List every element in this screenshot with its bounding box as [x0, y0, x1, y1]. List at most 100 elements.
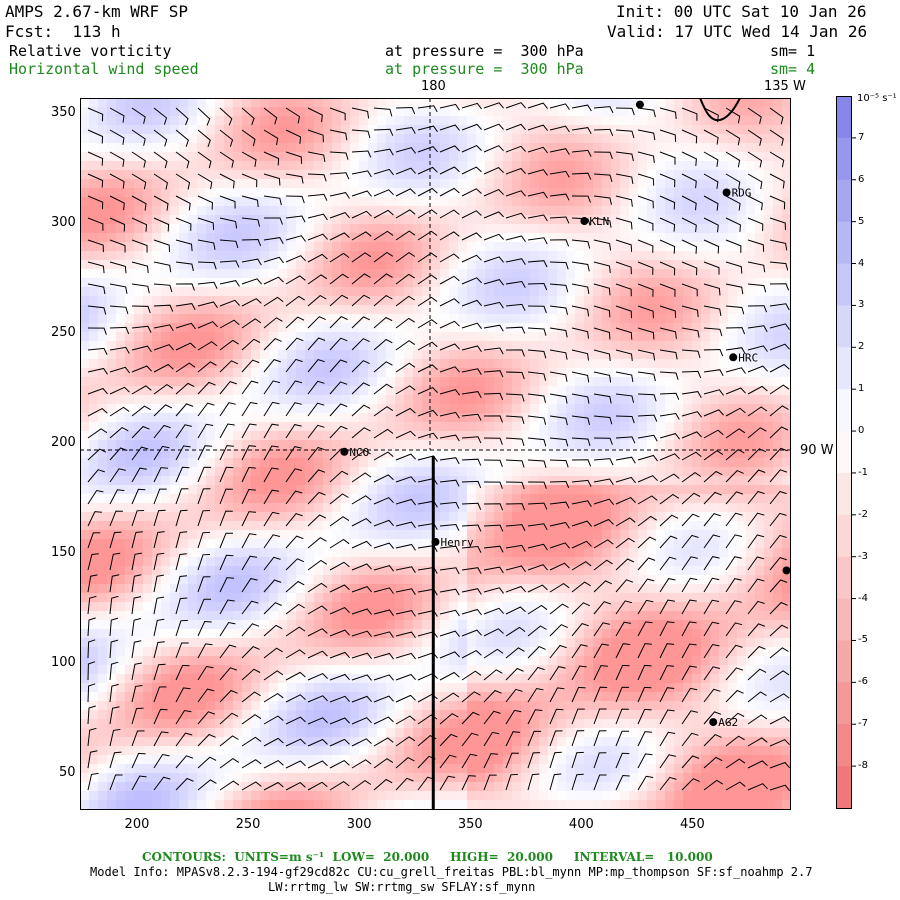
vorticity-cell	[440, 107, 450, 117]
vorticity-cell	[764, 521, 774, 531]
vorticity-cell	[80, 179, 90, 189]
vorticity-cell	[485, 170, 495, 180]
vorticity-cell	[323, 395, 333, 405]
vorticity-cell	[395, 377, 405, 387]
vorticity-cell	[269, 143, 279, 153]
vorticity-cell	[179, 458, 189, 468]
vorticity-cell	[656, 278, 666, 288]
vorticity-cell	[503, 260, 513, 270]
vorticity-cell	[656, 152, 666, 162]
vorticity-cell	[575, 584, 585, 594]
vorticity-cell	[674, 575, 684, 585]
vorticity-cell	[98, 368, 108, 378]
vorticity-cell	[719, 224, 729, 234]
vorticity-cell	[638, 332, 648, 342]
vorticity-cell	[764, 647, 774, 657]
vorticity-cell	[575, 593, 585, 603]
vorticity-cell	[422, 449, 432, 459]
vorticity-cell	[458, 314, 468, 324]
vorticity-cell	[179, 557, 189, 567]
vorticity-cell	[386, 242, 396, 252]
vorticity-cell	[629, 332, 639, 342]
vorticity-cell	[494, 170, 504, 180]
vorticity-cell	[161, 512, 171, 522]
vorticity-cell	[539, 647, 549, 657]
vorticity-cell	[683, 206, 693, 216]
vorticity-cell	[332, 350, 342, 360]
vorticity-cell	[683, 134, 693, 144]
vorticity-cell	[494, 422, 504, 432]
vorticity-cell	[746, 503, 756, 513]
vorticity-cell	[737, 476, 747, 486]
vorticity-cell	[404, 278, 414, 288]
vorticity-cell	[125, 323, 135, 333]
vorticity-cell	[413, 341, 423, 351]
vorticity-cell	[620, 215, 630, 225]
vorticity-cell	[647, 314, 657, 324]
vorticity-cell	[269, 251, 279, 261]
vorticity-cell	[287, 206, 297, 216]
vorticity-cell	[476, 557, 486, 567]
vorticity-cell	[737, 485, 747, 495]
vorticity-cell	[737, 224, 747, 234]
vorticity-cell	[674, 584, 684, 594]
vorticity-cell	[647, 233, 657, 243]
vorticity-cell	[494, 233, 504, 243]
vorticity-cell	[269, 521, 279, 531]
vorticity-cell	[476, 287, 486, 297]
vorticity-cell	[323, 584, 333, 594]
vorticity-cell	[242, 251, 252, 261]
vorticity-cell	[233, 413, 243, 423]
vorticity-cell	[620, 377, 630, 387]
vorticity-cell	[359, 647, 369, 657]
vorticity-cell	[692, 107, 702, 117]
vorticity-cell	[647, 629, 657, 639]
vorticity-cell	[323, 566, 333, 576]
vorticity-cell	[98, 647, 108, 657]
vorticity-cell	[422, 377, 432, 387]
vorticity-cell	[134, 188, 144, 198]
vorticity-cell	[539, 557, 549, 567]
vorticity-cell	[350, 134, 360, 144]
vorticity-cell	[710, 107, 720, 117]
vorticity-cell	[125, 179, 135, 189]
vorticity-cell	[215, 359, 225, 369]
vorticity-cell	[557, 629, 567, 639]
vorticity-cell	[368, 413, 378, 423]
vorticity-cell	[764, 161, 774, 171]
vorticity-cell	[161, 206, 171, 216]
vorticity-cell	[332, 116, 342, 126]
vorticity-cell	[107, 485, 117, 495]
vorticity-cell	[782, 413, 791, 423]
vorticity-cell	[278, 431, 288, 441]
vorticity-cell	[287, 476, 297, 486]
vorticity-cell	[485, 476, 495, 486]
vorticity-cell	[206, 269, 216, 279]
vorticity-cell	[296, 305, 306, 315]
vorticity-cell	[278, 530, 288, 540]
vorticity-cell	[143, 431, 153, 441]
vorticity-cell	[377, 269, 387, 279]
vorticity-cell	[566, 593, 576, 603]
vorticity-cell	[683, 512, 693, 522]
vorticity-cell	[422, 593, 432, 603]
vorticity-cell	[557, 359, 567, 369]
vorticity-cell	[188, 611, 198, 621]
vorticity-cell	[449, 404, 459, 414]
vorticity-cell	[449, 656, 459, 666]
vorticity-cell	[242, 620, 252, 630]
vorticity-cell	[665, 404, 675, 414]
vorticity-cell	[746, 485, 756, 495]
vorticity-cell	[674, 152, 684, 162]
vorticity-cell	[197, 251, 207, 261]
vorticity-cell	[530, 467, 540, 477]
vorticity-cell	[755, 503, 765, 513]
vorticity-cell	[350, 395, 360, 405]
vorticity-cell	[251, 305, 261, 315]
vorticity-cell	[593, 494, 603, 504]
vorticity-cell	[215, 485, 225, 495]
vorticity-cell	[503, 602, 513, 612]
vorticity-cell	[701, 359, 711, 369]
vorticity-cell	[296, 350, 306, 360]
vorticity-cell	[107, 431, 117, 441]
